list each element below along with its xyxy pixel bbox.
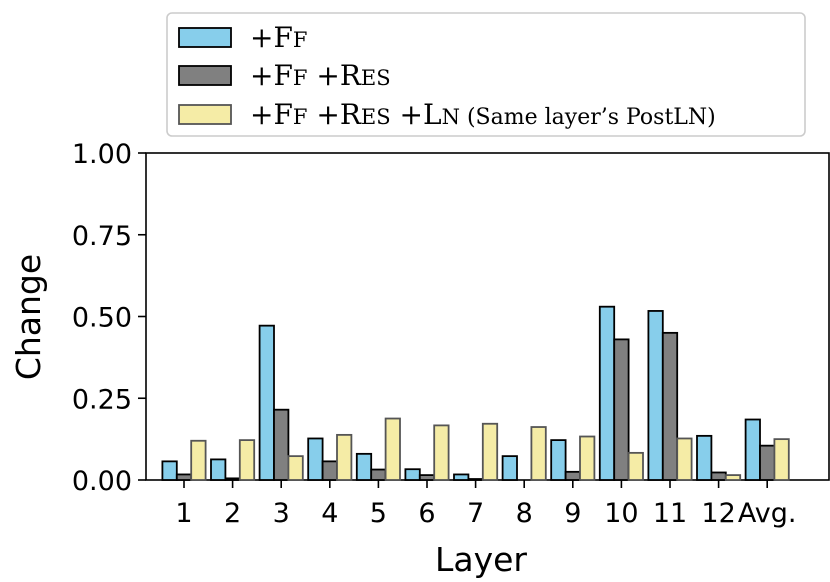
bar bbox=[384, 417, 401, 481]
x-tick-label: 6 bbox=[418, 498, 435, 529]
x-tick-label: 2 bbox=[224, 498, 241, 529]
y-tick-label: 0.25 bbox=[72, 384, 132, 415]
y-tick-label: 0.50 bbox=[72, 303, 132, 334]
bar bbox=[598, 305, 616, 481]
bar bbox=[627, 451, 644, 481]
bar bbox=[273, 408, 290, 481]
x-tick-label: 8 bbox=[516, 498, 533, 529]
bar bbox=[467, 478, 484, 481]
bar bbox=[307, 437, 324, 481]
bar bbox=[579, 435, 596, 481]
bar bbox=[210, 458, 227, 481]
bar bbox=[481, 422, 499, 481]
bar bbox=[530, 426, 547, 481]
bar bbox=[355, 452, 373, 481]
legend-box bbox=[166, 12, 806, 137]
x-tick-label: 10 bbox=[604, 498, 638, 529]
x-tick-label: 7 bbox=[467, 498, 484, 529]
legend-swatch bbox=[178, 65, 232, 86]
bar bbox=[710, 471, 727, 481]
legend-swatch bbox=[178, 27, 232, 48]
bar bbox=[453, 473, 470, 481]
y-axis-label: Change bbox=[9, 254, 48, 380]
x-tick-label: 5 bbox=[370, 498, 387, 529]
x-tick-label: Avg. bbox=[738, 498, 797, 529]
bar bbox=[647, 310, 664, 481]
bar bbox=[724, 474, 742, 481]
bar bbox=[258, 324, 275, 481]
bar bbox=[190, 439, 207, 481]
bar bbox=[744, 418, 761, 481]
bar bbox=[161, 460, 178, 481]
bar bbox=[224, 477, 241, 481]
bar bbox=[501, 455, 518, 481]
bar bbox=[321, 460, 338, 481]
y-tick-label: 0.00 bbox=[72, 466, 132, 497]
legend-label: +FF +RES +LN (Same layer’s PostLN) bbox=[250, 98, 716, 131]
bar bbox=[287, 455, 304, 481]
x-tick-label: 4 bbox=[321, 498, 338, 529]
x-axis-label: Layer bbox=[435, 540, 527, 579]
x-tick-label: 12 bbox=[701, 498, 735, 529]
bar bbox=[773, 438, 790, 481]
bar bbox=[676, 437, 693, 481]
bar bbox=[613, 338, 630, 481]
legend-swatch bbox=[178, 104, 232, 125]
legend-label: +FF bbox=[250, 21, 307, 54]
legend-label: +FF +RES bbox=[250, 59, 391, 92]
legend: +FF +FF +RES +FF +RES +LN (Same layer’s Po… bbox=[166, 12, 806, 137]
bar bbox=[696, 434, 713, 481]
bar bbox=[759, 444, 776, 481]
x-tick-label: 1 bbox=[175, 498, 192, 529]
x-tick-label: 11 bbox=[653, 498, 687, 529]
bar bbox=[564, 470, 581, 481]
bar bbox=[175, 473, 193, 481]
bar bbox=[238, 439, 256, 481]
y-tick-label: 1.00 bbox=[72, 139, 132, 170]
bar bbox=[661, 331, 679, 481]
bar bbox=[550, 439, 567, 481]
bar bbox=[433, 424, 450, 481]
x-tick-label: 9 bbox=[564, 498, 581, 529]
bar bbox=[336, 433, 353, 481]
bar bbox=[370, 468, 387, 481]
bar bbox=[418, 474, 436, 481]
x-tick-label: 3 bbox=[273, 498, 290, 529]
bar bbox=[404, 468, 421, 481]
y-tick-label: 0.75 bbox=[72, 221, 132, 252]
plot-area: 0.000.250.500.751.001 2 3 4 5 6 7 8 9 10 11 12 Avg. bbox=[72, 139, 830, 529]
